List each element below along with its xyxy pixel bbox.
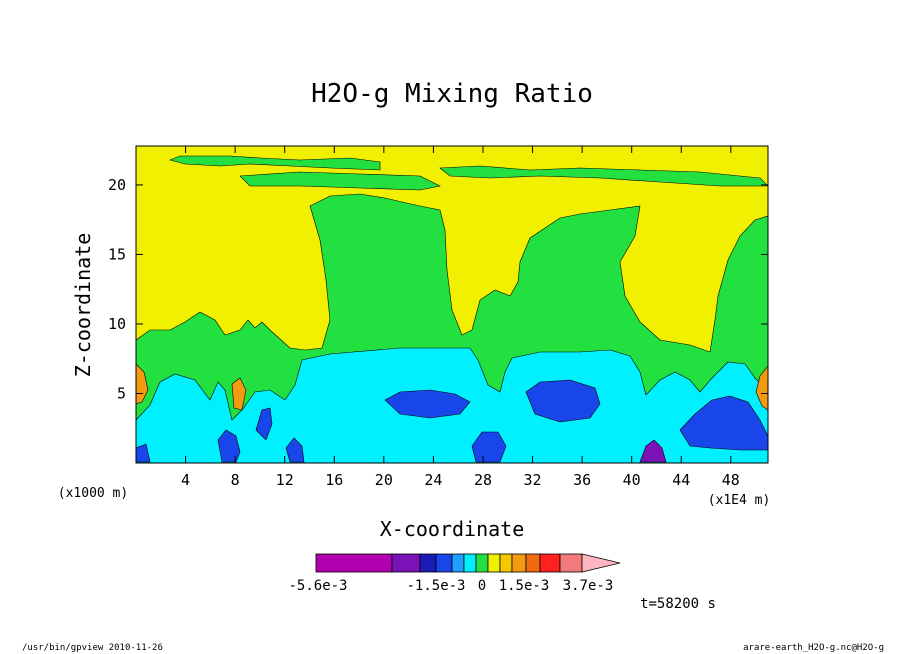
- region-blue-right-center: [525, 379, 601, 423]
- x-axis-label: X-coordinate: [380, 517, 525, 541]
- x-tick-label: 20: [375, 471, 393, 489]
- footer-right: arare-earth_H2O-g.nc@H2O-g: [743, 643, 884, 653]
- colorbar-label: 1.5e-3: [499, 578, 550, 594]
- colorbar-label: 3.7e-3: [563, 578, 614, 594]
- region-green-top-mid: [239, 171, 441, 191]
- colorbar-box: [391, 553, 421, 573]
- contour-field: [136, 146, 768, 463]
- x-tick-label: 36: [573, 471, 591, 489]
- y-tick-label: 10: [108, 315, 126, 333]
- x-tick-label: 16: [325, 471, 343, 489]
- y-unit-label: (x1000 m): [58, 486, 128, 501]
- x-ticks: 4 8 12 16 20 24 28 32 36 40 44 48: [181, 146, 740, 489]
- time-label: t=58200 s: [640, 596, 716, 612]
- x-tick-label: 32: [524, 471, 542, 489]
- region-green-top-left: [169, 155, 381, 171]
- x-tick-label: 8: [231, 471, 240, 489]
- y-tick-label: 20: [108, 176, 126, 194]
- x-tick-label: 40: [623, 471, 641, 489]
- region-green-top-right: [439, 165, 768, 187]
- colorbar-box: [451, 553, 465, 573]
- region-blue-mid: [471, 431, 507, 463]
- region-blue-center: [384, 389, 471, 419]
- region-blue-edge: [136, 443, 151, 463]
- region-blue-left-2: [255, 407, 273, 441]
- colorbar-box: [463, 553, 477, 573]
- colorbar-label: -1.5e-3: [406, 578, 465, 594]
- chart-title: H2O-g Mixing Ratio: [311, 79, 593, 109]
- x-tick-label: 4: [181, 471, 190, 489]
- x-tick-label: 28: [474, 471, 492, 489]
- colorbar-box: [435, 553, 453, 573]
- colorbar-box: [419, 553, 437, 573]
- region-blue-right: [679, 395, 768, 451]
- y-ticks: 5 10 15 20: [108, 176, 768, 402]
- footer-left: /usr/bin/gpview 2010-11-26: [22, 643, 163, 653]
- region-orange-left: [136, 363, 149, 405]
- colorbar-box: [475, 553, 489, 573]
- y-axis-label: Z-coordinate: [71, 233, 95, 378]
- x-tick-label: 24: [424, 471, 442, 489]
- plot-frame: [135, 145, 769, 464]
- colorbar-box: [525, 553, 541, 573]
- colorbar-box: [487, 553, 501, 573]
- region-orange-small: [231, 377, 247, 411]
- colorbar-box: [511, 553, 527, 573]
- colorbar-label: -5.6e-3: [288, 578, 347, 594]
- colorbar-box: [499, 553, 513, 573]
- x-unit-label: (x1E4 m): [708, 493, 771, 508]
- colorbar-box: [315, 553, 393, 573]
- x-tick-label: 44: [672, 471, 690, 489]
- colorbar-labels: -5.6e-3 -1.5e-3 0 1.5e-3 3.7e-3: [288, 578, 613, 594]
- y-tick-label: 15: [108, 245, 126, 263]
- y-tick-label: 5: [117, 384, 126, 402]
- region-orange-right: [755, 365, 768, 411]
- colorbar-box: [539, 553, 561, 573]
- colorbar-arrow: [581, 553, 621, 573]
- region-blue-left-3: [285, 437, 305, 463]
- colorbar-box: [559, 553, 583, 573]
- region-purple: [639, 439, 667, 463]
- region-blue-left-1: [217, 429, 241, 463]
- x-tick-label: 48: [722, 471, 740, 489]
- x-tick-label: 12: [276, 471, 294, 489]
- colorbar-label: 0: [478, 578, 486, 594]
- colorbar: [315, 553, 621, 573]
